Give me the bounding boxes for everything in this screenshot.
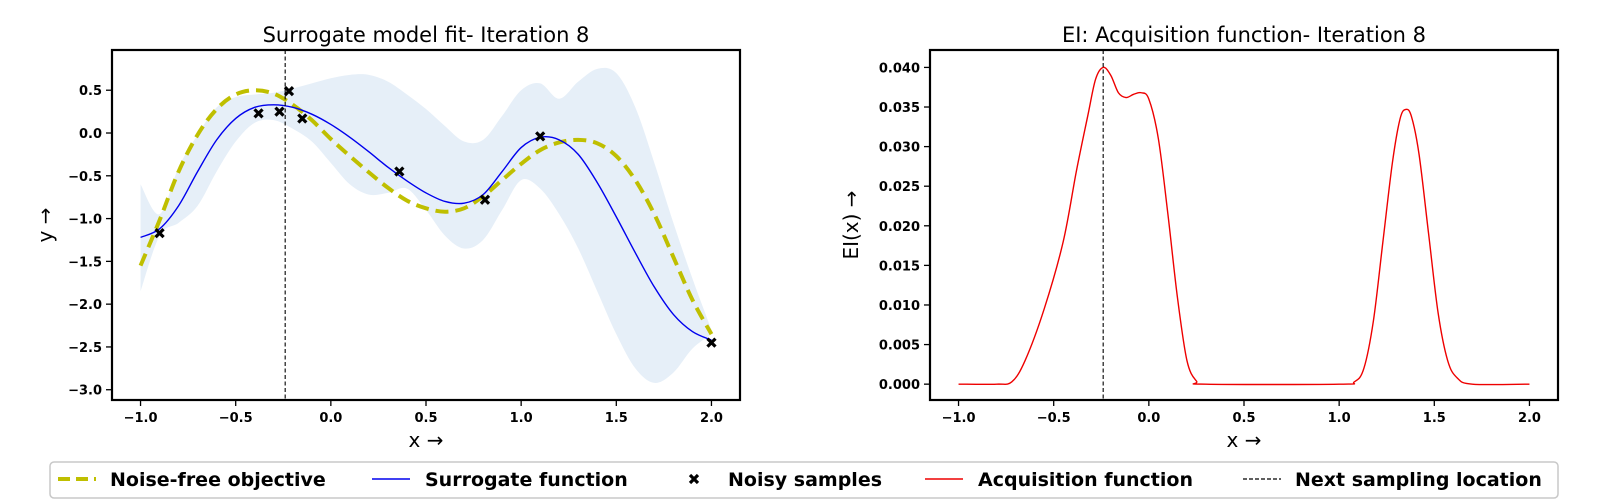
chart2-ytick-label: 0.000 — [879, 378, 920, 393]
legend-swatch-samples — [688, 473, 700, 485]
chart1-ytick-label: −0.5 — [68, 170, 102, 185]
chart1-ylabel: y → — [33, 208, 57, 243]
chart1-ytick-label: −2.0 — [68, 298, 102, 313]
chart2-frame — [928, 48, 1560, 402]
legend-item-acquisition: Acquisition function — [925, 469, 1193, 491]
chart1-ytick-label: −2.5 — [68, 341, 102, 356]
chart1-ytick-label: −3.0 — [68, 384, 102, 399]
chart1-frame — [110, 48, 742, 402]
chart2-ytick-label: 0.035 — [879, 101, 920, 116]
noisy-sample-marker — [274, 106, 285, 117]
noisy-sample-marker — [283, 85, 295, 97]
noisy-sample-marker — [394, 166, 405, 177]
chart1-xtick-label: 0.5 — [414, 411, 437, 426]
legend-label-samples: Noisy samples — [728, 469, 882, 491]
chart2-xtick-label: −0.5 — [1037, 411, 1071, 426]
chart2-ytick-label: 0.025 — [879, 180, 920, 195]
chart2-ylabel: EI(x) → — [839, 190, 863, 259]
noisy-sample-marker — [479, 194, 491, 205]
chart1-ytick-label: 0.5 — [79, 84, 102, 99]
legend-label-surrogate: Surrogate function — [425, 469, 628, 491]
chart2-xtick-label: 1.0 — [1328, 411, 1351, 426]
chart1-xtick-label: 0.0 — [319, 411, 342, 426]
confidence-band — [140, 67, 712, 383]
chart1-xtick-label: −1.0 — [124, 411, 158, 426]
legend-item-surrogate: Surrogate function — [372, 469, 628, 491]
chart2-ytick-label: 0.020 — [879, 220, 920, 235]
legend-item-objective: Noise-free objective — [58, 469, 326, 491]
legend-item-next-sampling: Next sampling location — [1243, 469, 1542, 491]
chart1-ytick-label: −1.5 — [68, 255, 102, 270]
chart1-xtick-label: 1.5 — [605, 411, 628, 426]
surrogate-chart: Surrogate model fit- Iteration 8 −1.0 −0.… — [33, 23, 742, 452]
noisy-sample-marker — [154, 227, 165, 239]
chart2-ytick-label: 0.010 — [879, 299, 920, 314]
chart1-xlabel: x → — [409, 428, 444, 452]
chart2-xtick-label: 2.0 — [1518, 411, 1541, 426]
chart2-ytick-label: 0.040 — [879, 61, 920, 76]
chart1-ytick-label: 0.0 — [79, 127, 102, 142]
chart2-ytick-label: 0.030 — [879, 141, 920, 156]
chart1-xtick-label: 2.0 — [700, 411, 723, 426]
chart2-title: EI: Acquisition function- Iteration 8 — [1062, 23, 1426, 47]
chart2-xtick-label: 0.5 — [1232, 411, 1255, 426]
chart2-ytick-label: 0.005 — [879, 339, 920, 354]
objective-line — [138, 88, 714, 336]
noisy-sample-marker — [706, 337, 717, 348]
noisy-sample-marker — [535, 131, 546, 142]
acquisition-chart: EI: Acquisition function- Iteration 8 −1… — [839, 23, 1560, 452]
surrogate-line — [140, 104, 712, 341]
noisy-sample-marker — [297, 113, 308, 124]
legend-label-next-sampling: Next sampling location — [1295, 469, 1542, 491]
legend-label-objective: Noise-free objective — [110, 469, 326, 491]
chart2-xtick-label: 1.5 — [1423, 411, 1446, 426]
legend: Noise-free objective Surrogate function … — [49, 461, 1559, 499]
chart1-title: Surrogate model fit- Iteration 8 — [263, 23, 590, 47]
chart2-xlabel: x → — [1227, 428, 1262, 452]
chart2-ytick-label: 0.015 — [879, 259, 920, 274]
acquisition-line — [958, 66, 1530, 386]
noisy-sample-marker — [253, 108, 264, 119]
chart1-xtick-label: −0.5 — [219, 411, 253, 426]
chart2-xtick-label: −1.0 — [942, 411, 976, 426]
legend-box — [49, 461, 1559, 499]
legend-label-acquisition: Acquisition function — [978, 469, 1193, 491]
chart1-xtick-label: 1.0 — [510, 411, 533, 426]
chart2-xtick-label: 0.0 — [1137, 411, 1160, 426]
legend-item-samples: Noisy samples — [688, 469, 882, 491]
chart1-ytick-label: −1.0 — [68, 213, 102, 228]
